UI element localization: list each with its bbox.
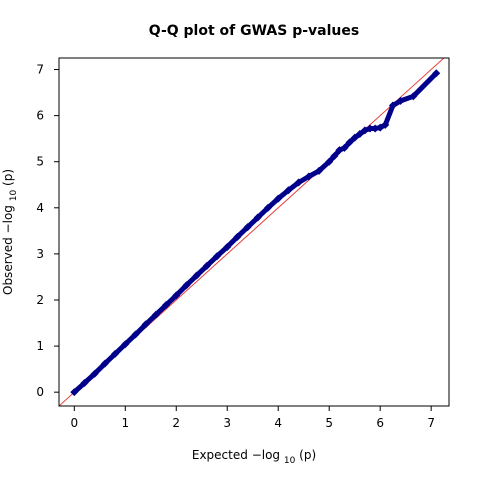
- data-point: [213, 252, 222, 261]
- plot-frame: [58, 57, 450, 407]
- y-tick-label: 3: [36, 247, 44, 261]
- x-tick-label: 0: [70, 416, 78, 430]
- data-point: [172, 291, 181, 300]
- x-tick-label: 2: [172, 416, 180, 430]
- data-point: [131, 330, 140, 339]
- y-axis-label: Observed −log 10 (p): [1, 169, 19, 295]
- data-point: [70, 388, 79, 397]
- x-axis-label-prefix: Expected: [192, 448, 248, 462]
- data-point: [223, 242, 232, 251]
- data-point: [182, 281, 191, 290]
- data-point: [350, 133, 359, 142]
- x-axis-label: Expected −log 10 (p): [192, 448, 316, 466]
- x-axis-label-suffix: (p): [299, 448, 316, 462]
- plot-area: 0 1 2 3 4 5 6 7 0 1 2 3 4 5 6 7: [36, 57, 450, 430]
- data-point: [80, 378, 89, 387]
- x-tick-label: 6: [376, 416, 384, 430]
- data-point: [340, 143, 349, 152]
- y-tick-label: 6: [36, 109, 44, 123]
- x-axis-label-sub: 10: [284, 456, 296, 466]
- data-point: [330, 152, 339, 161]
- data-point: [365, 124, 374, 133]
- y-axis-label-suffix: (p): [1, 169, 15, 186]
- data-point: [233, 232, 242, 241]
- x-tick-label: 3: [223, 416, 231, 430]
- y-tick-label: 4: [36, 201, 44, 215]
- data-point: [100, 359, 109, 368]
- data-point: [396, 96, 405, 105]
- y-tick-label: 0: [36, 385, 44, 399]
- x-tick-label: 4: [274, 416, 282, 430]
- y-axis-label-prefix: Observed: [1, 237, 15, 295]
- data-point: [162, 301, 171, 310]
- data-point: [121, 340, 130, 349]
- data-point: [371, 124, 380, 133]
- x-tick-label: 1: [121, 416, 129, 430]
- y-tick-label: 2: [36, 293, 44, 307]
- data-point: [264, 203, 273, 212]
- y-tick-label: 5: [36, 155, 44, 169]
- data-point: [274, 194, 283, 203]
- data-point: [243, 223, 252, 232]
- data-point: [202, 261, 211, 270]
- data-point: [381, 120, 390, 129]
- data-point: [304, 172, 313, 181]
- data-point: [90, 369, 99, 378]
- chart-title: Q-Q plot of GWAS p-values: [149, 23, 359, 39]
- data-point: [294, 178, 303, 187]
- y-axis-label-neglog: −log: [1, 205, 15, 233]
- data-point: [355, 130, 364, 139]
- y-axis-label-sub: 10: [9, 190, 19, 202]
- data-point: [345, 138, 354, 147]
- data-point: [315, 166, 323, 175]
- data-point: [141, 320, 150, 329]
- data-point: [253, 213, 262, 222]
- data-point: [432, 69, 441, 78]
- data-point: [192, 271, 201, 280]
- x-axis-label-neglog: −log: [252, 448, 280, 462]
- data-point: [111, 349, 120, 358]
- data-point: [388, 101, 397, 110]
- data-point: [409, 92, 418, 101]
- x-tick-label: 5: [325, 416, 333, 430]
- y-tick-label: 1: [36, 339, 44, 353]
- y-tick-label: 7: [36, 63, 44, 77]
- data-point: [151, 310, 160, 319]
- data-point: [284, 186, 293, 195]
- x-tick-label: 7: [427, 416, 435, 430]
- data-point: [325, 157, 334, 166]
